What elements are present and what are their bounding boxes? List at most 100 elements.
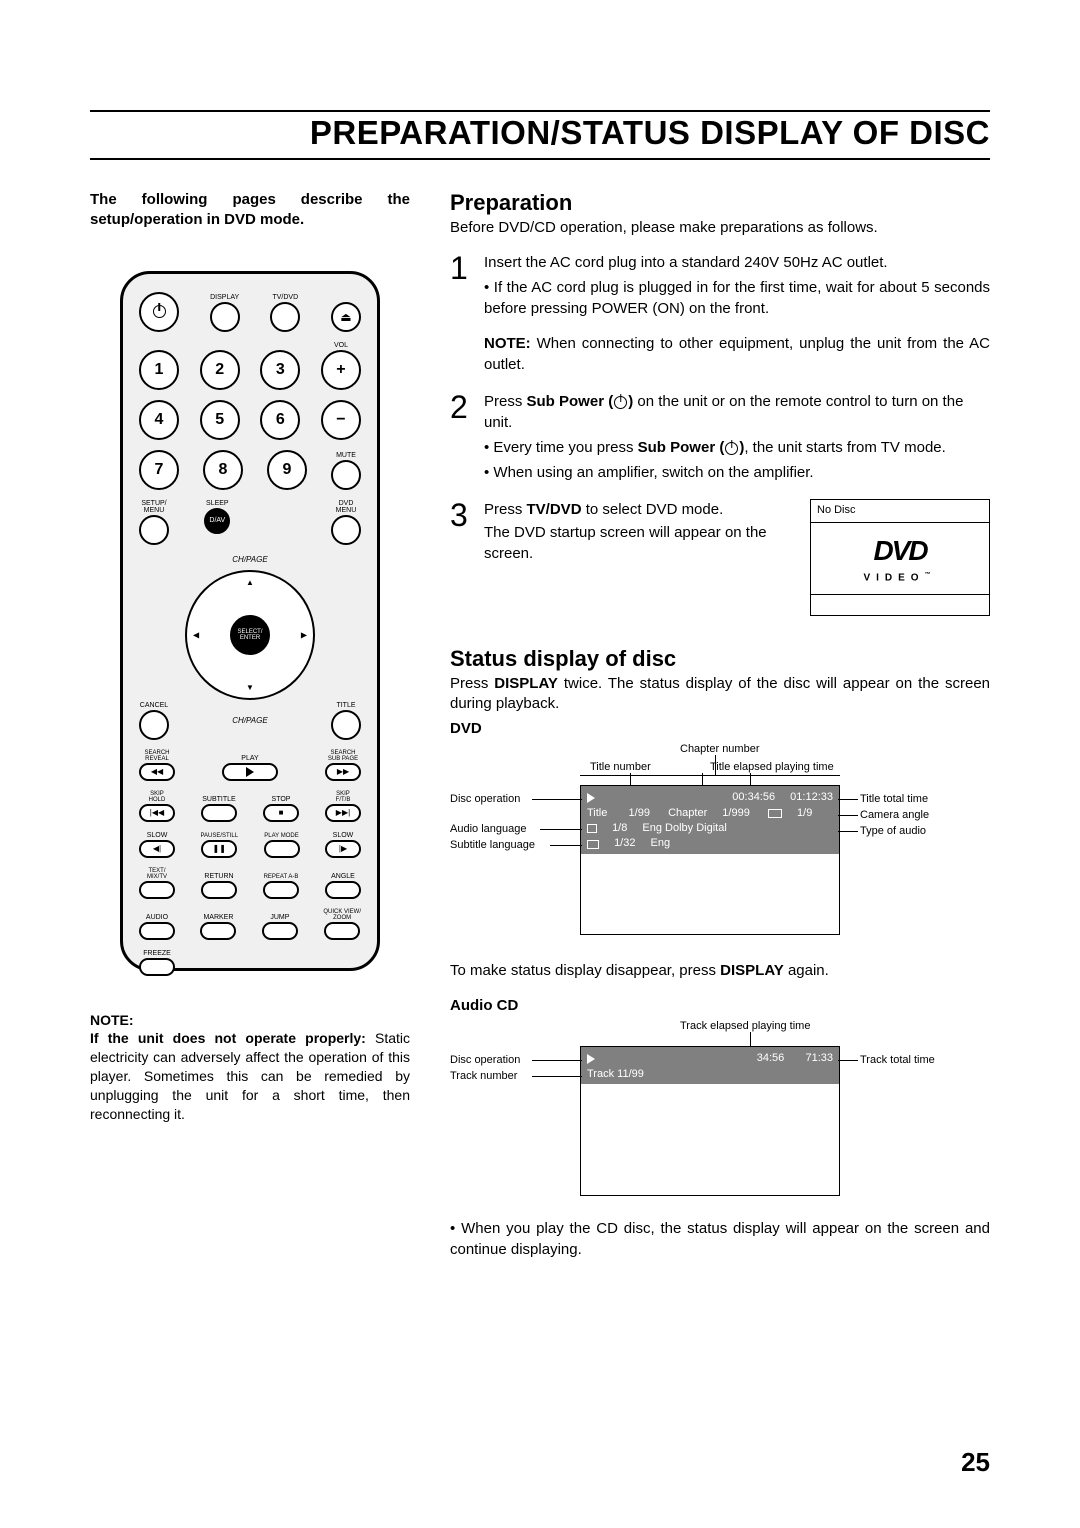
play-button <box>222 763 278 781</box>
play-icon <box>587 793 595 803</box>
dvd-status-diagram: Chapter number Title number Title elapse… <box>450 743 990 943</box>
callout-chapter: Chapter number <box>680 743 760 755</box>
dvdmenu-button <box>331 515 361 545</box>
status-disappear: To make status display disappear, press … <box>450 961 990 981</box>
slowr-button: |▶ <box>325 840 361 858</box>
osd-audion: 1/8 <box>612 821 627 836</box>
step-num-3: 3 <box>450 499 476 531</box>
num-4: 4 <box>139 400 179 440</box>
callout-typeaudio: Type of audio <box>860 825 926 837</box>
cd-time2: 71:33 <box>805 1051 833 1066</box>
num-8: 8 <box>203 450 243 490</box>
page-number: 25 <box>961 1447 990 1478</box>
num-7: 7 <box>139 450 179 490</box>
playmode-label: PLAY MODE <box>264 833 298 839</box>
osd-chapter: Chapter <box>668 806 707 821</box>
dvd-video-label: VIDEO™ <box>863 571 936 585</box>
display-label: DISPLAY <box>210 294 239 301</box>
skiphold-label: SKIP HOLD <box>149 791 166 803</box>
quick-button <box>324 922 360 940</box>
setup-label: SETUP/ MENU <box>141 500 166 514</box>
osd-subt: Eng <box>651 836 671 851</box>
step-num-1: 1 <box>450 252 476 284</box>
num-5: 5 <box>200 400 240 440</box>
audio-label: AUDIO <box>146 914 168 921</box>
step2-a2: Sub Power ( <box>527 393 614 410</box>
step1-bullet: If the AC cord plug is plugged in for th… <box>484 277 990 319</box>
num-3: 3 <box>260 350 300 390</box>
status-heading: Status display of disc <box>450 646 990 672</box>
play-icon <box>587 1054 595 1064</box>
power-icon <box>614 396 627 409</box>
step3-a3: to select DVD mode. <box>582 501 724 518</box>
callout-titletotal: Title total time <box>860 793 928 805</box>
audiocd-subheading: Audio CD <box>450 997 990 1014</box>
cancel-button <box>139 710 169 740</box>
osd-time2: 01:12:33 <box>790 790 833 805</box>
callout-sublang: Subtitle language <box>450 839 535 851</box>
step3-b: The DVD startup screen will appear on th… <box>484 522 798 564</box>
callout-discop: Disc operation <box>450 793 520 805</box>
text-label: TEXT/ MIX/TV <box>147 868 167 880</box>
pause-label: PAUSE/STILL <box>200 833 238 839</box>
power-icon <box>139 292 179 332</box>
speaker-icon <box>587 824 597 833</box>
select-button: SELECT/ ENTER <box>230 615 270 655</box>
play-label: PLAY <box>241 755 258 762</box>
dav-button: D/AV <box>204 508 230 534</box>
dvd-subheading: DVD <box>450 720 990 737</box>
return-label: RETURN <box>204 873 233 880</box>
slowl-label: SLOW <box>147 832 168 839</box>
osd-title: Title <box>587 806 607 821</box>
fwd-button: ▶▶ <box>325 763 361 781</box>
callout-tracknum: Track number <box>450 1070 517 1082</box>
cd-track: Track 11/99 <box>587 1067 644 1082</box>
osd-time1: 00:34:56 <box>732 790 775 805</box>
freeze-button <box>139 958 175 976</box>
setup-button <box>139 515 169 545</box>
skipback-button: |◀◀ <box>139 804 175 822</box>
callout-camera: Camera angle <box>860 809 929 821</box>
cd-note: • When you play the CD disc, the status … <box>450 1218 990 1260</box>
stop-label: STOP <box>272 796 291 803</box>
tvdvd-label: TV/DVD <box>272 294 298 301</box>
num-6: 6 <box>260 400 300 440</box>
audio-button <box>139 922 175 940</box>
remote-illustration: DISPLAY TV/DVD ⏏ 1 2 3 VOL+ 4 5 6 − <box>120 271 380 971</box>
chpage-dn-label: CH/PAGE <box>232 716 267 725</box>
step2-bullet2: When using an amplifier, switch on the a… <box>484 462 990 483</box>
step-2: 2 Press Sub Power () on the unit or on t… <box>450 391 990 483</box>
searchsub-label: SEARCH SUB PAGE <box>328 750 358 762</box>
note-block: NOTE: If the unit does not operate prope… <box>90 1011 410 1124</box>
no-disc-label: No Disc <box>811 500 989 522</box>
power-icon <box>725 442 738 455</box>
callout-audiolang: Audio language <box>450 823 526 835</box>
skipftb-label: SKIP F/T/B <box>336 791 351 803</box>
step1-text: Insert the AC cord plug into a standard … <box>484 254 888 271</box>
callout-trackelapsed: Track elapsed playing time <box>680 1020 810 1032</box>
repeat-label: REPEAT A-B <box>264 874 299 880</box>
subtitle-button <box>201 804 237 822</box>
subtitle-icon <box>587 840 599 849</box>
marker-button <box>200 922 236 940</box>
step3-a1: Press <box>484 501 527 518</box>
jump-label: JUMP <box>270 914 289 921</box>
cd-status-diagram: Track elapsed playing time 34:56 71:33 T… <box>450 1020 990 1200</box>
step-3: 3 Press TV/DVD to select DVD mode. The D… <box>450 499 990 615</box>
nav-wheel: ▲ ▼ ◀ ▶ SELECT/ ENTER <box>185 570 315 700</box>
subtitle-label: SUBTITLE <box>202 796 235 803</box>
rev-button: ◀◀ <box>139 763 175 781</box>
intro-text: The following pages describe the setup/o… <box>90 190 410 231</box>
osd-audiot: Eng Dolby Digital <box>642 821 726 836</box>
step-num-2: 2 <box>450 391 476 423</box>
callout-elapsed: Title elapsed playing time <box>710 761 834 773</box>
osd-cam: 1/9 <box>797 806 812 821</box>
preparation-heading: Preparation <box>450 190 990 216</box>
num-9: 9 <box>267 450 307 490</box>
marker-label: MARKER <box>203 914 233 921</box>
cancel-label: CANCEL <box>140 702 168 709</box>
jump-button <box>262 922 298 940</box>
step2-bullet1: Every time you press Sub Power (), the u… <box>484 437 990 458</box>
vol-label: VOL <box>334 342 348 349</box>
step1-note: When connecting to other equipment, unpl… <box>484 335 990 373</box>
